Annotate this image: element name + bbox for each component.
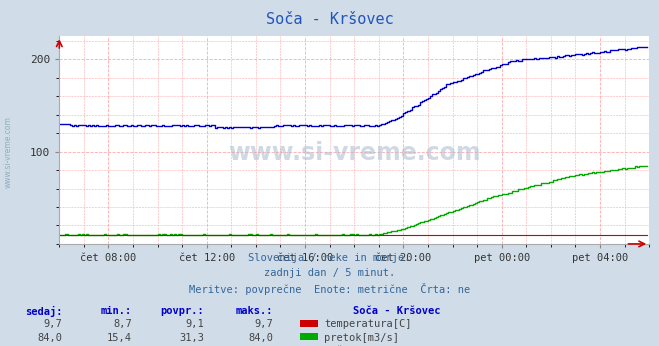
Text: 8,7: 8,7 [113,319,132,329]
Text: Soča - Kršovec: Soča - Kršovec [266,12,393,27]
Text: zadnji dan / 5 minut.: zadnji dan / 5 minut. [264,268,395,278]
Text: 9,7: 9,7 [44,319,63,329]
Text: 9,1: 9,1 [186,319,204,329]
Text: Slovenija / reke in morje.: Slovenija / reke in morje. [248,253,411,263]
Text: min.:: min.: [101,306,132,316]
Text: maks.:: maks.: [236,306,273,316]
Text: 15,4: 15,4 [107,333,132,343]
Text: sedaj:: sedaj: [25,306,63,317]
Text: www.si-vreme.com: www.si-vreme.com [3,116,13,188]
Text: www.si-vreme.com: www.si-vreme.com [228,140,480,165]
Text: Meritve: povprečne  Enote: metrične  Črta: ne: Meritve: povprečne Enote: metrične Črta:… [189,283,470,295]
Text: 31,3: 31,3 [179,333,204,343]
Text: 84,0: 84,0 [248,333,273,343]
Text: 9,7: 9,7 [255,319,273,329]
Text: 84,0: 84,0 [38,333,63,343]
Text: pretok[m3/s]: pretok[m3/s] [324,333,399,343]
Text: povpr.:: povpr.: [161,306,204,316]
Text: temperatura[C]: temperatura[C] [324,319,412,329]
Text: Soča - Kršovec: Soča - Kršovec [353,306,440,316]
